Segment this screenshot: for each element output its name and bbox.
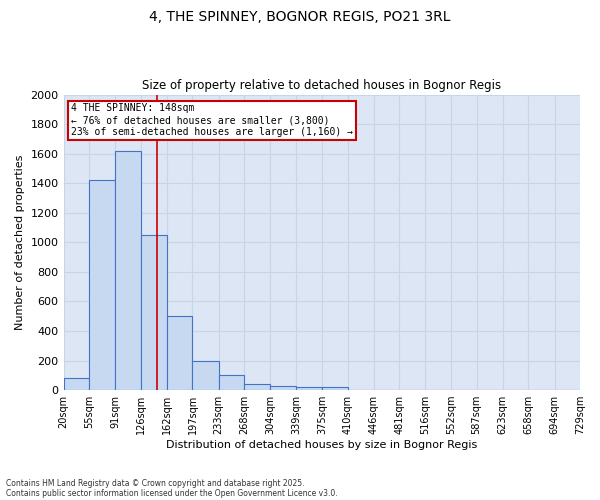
Bar [141,235,167,390]
Bar [64,378,89,390]
Bar [271,386,296,390]
Text: Contains public sector information licensed under the Open Government Licence v3: Contains public sector information licen… [6,488,338,498]
Title: Size of property relative to detached houses in Bognor Regis: Size of property relative to detached ho… [142,79,502,92]
Bar [115,150,141,390]
X-axis label: Distribution of detached houses by size in Bognor Regis: Distribution of detached houses by size … [166,440,478,450]
Bar [296,387,322,390]
Bar [193,360,218,390]
Bar [244,384,271,390]
Bar [89,180,115,390]
Bar [322,387,347,390]
Text: 4 THE SPINNEY: 148sqm
← 76% of detached houses are smaller (3,800)
23% of semi-d: 4 THE SPINNEY: 148sqm ← 76% of detached … [71,104,353,136]
Y-axis label: Number of detached properties: Number of detached properties [15,154,25,330]
Bar [167,316,193,390]
Text: Contains HM Land Registry data © Crown copyright and database right 2025.: Contains HM Land Registry data © Crown c… [6,478,305,488]
Bar [218,376,244,390]
Text: 4, THE SPINNEY, BOGNOR REGIS, PO21 3RL: 4, THE SPINNEY, BOGNOR REGIS, PO21 3RL [149,10,451,24]
